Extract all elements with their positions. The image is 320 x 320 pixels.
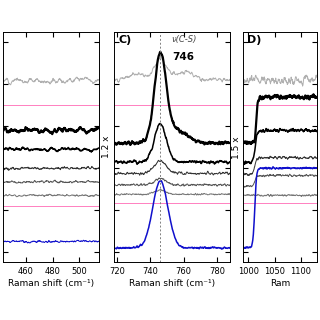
X-axis label: Ram: Ram: [270, 279, 290, 288]
Text: D): D): [247, 36, 261, 45]
Text: ν(C-S): ν(C-S): [171, 36, 196, 44]
Text: 1.2 x: 1.2 x: [102, 136, 111, 158]
X-axis label: Raman shift (cm⁻¹): Raman shift (cm⁻¹): [8, 279, 94, 288]
Text: C): C): [118, 36, 132, 45]
Text: 1.5 x: 1.5 x: [232, 136, 241, 158]
X-axis label: Raman shift (cm⁻¹): Raman shift (cm⁻¹): [129, 279, 215, 288]
Text: 746: 746: [173, 52, 195, 61]
